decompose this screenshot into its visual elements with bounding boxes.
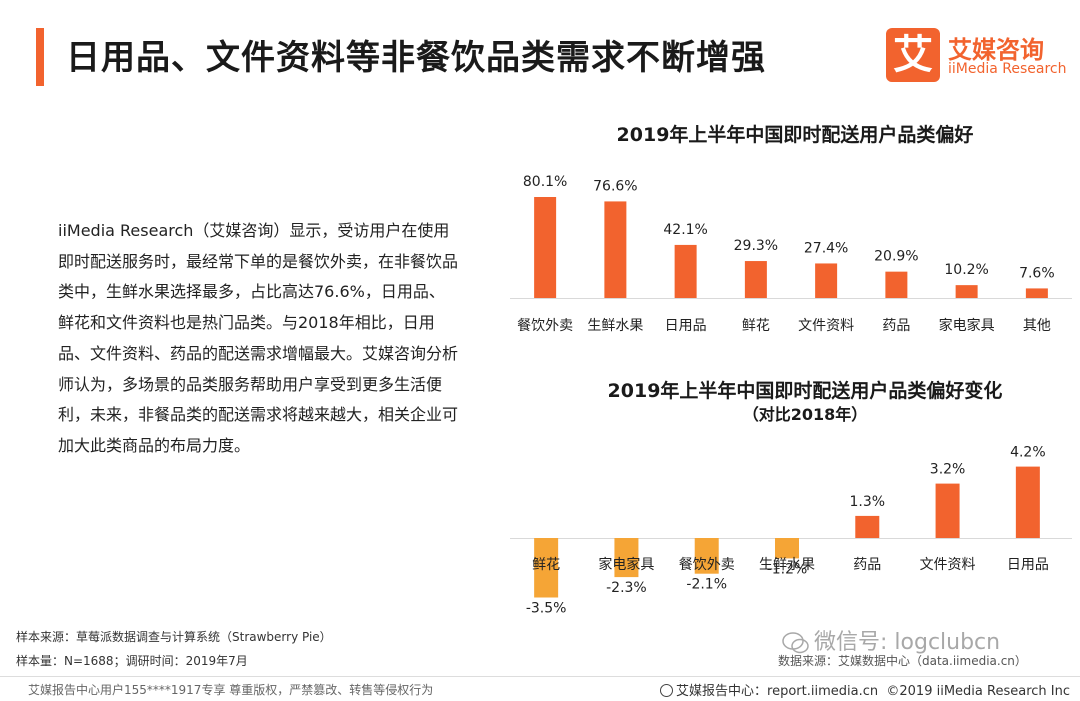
chart2-bar: [935, 483, 960, 538]
chart1-value-label: 20.9%: [874, 249, 918, 265]
chart2-bar: [534, 538, 559, 598]
wechat-watermark: 微信号: logclubcn: [782, 624, 1000, 656]
sample-source: 样本来源：草莓派数据调查与计算系统（Strawberry Pie）: [16, 630, 332, 644]
chart1-bar: [534, 197, 557, 298]
chart2-category-label: 文件资料: [920, 557, 976, 573]
chart2-value-label: -2.1%: [686, 577, 727, 593]
chart1-bar: [1025, 288, 1048, 298]
chart1-value-label: 27.4%: [804, 240, 848, 256]
chart1-bar: [674, 244, 697, 298]
chart1-value-label: 7.6%: [1019, 265, 1055, 281]
chart1-bar: [955, 285, 978, 298]
chart1-category-label: 文件资料: [798, 318, 854, 334]
sample-size: 样本量：N=1688；调研时间：2019年7月: [16, 654, 248, 668]
chart2-bar: [694, 538, 719, 574]
chart1-value-label: 10.2%: [944, 262, 988, 278]
logo-mark: 艾: [886, 28, 940, 82]
chart1-category-label: 餐饮外卖: [517, 318, 573, 334]
footer-divider: [0, 676, 1080, 677]
chart2-category-label: 鲜花: [532, 557, 560, 573]
chart1-title: 2019年上半年中国即时配送用户品类偏好: [616, 124, 974, 146]
chart1-value-label: 42.1%: [663, 222, 707, 238]
chart2-bar: [855, 515, 880, 538]
chart2-category-label: 日用品: [1007, 557, 1049, 573]
chart2-bar: [614, 538, 639, 578]
wechat-icon: [782, 632, 809, 654]
chart1-value-label: 80.1%: [523, 174, 567, 190]
chart2-value-label: 4.2%: [1010, 445, 1046, 461]
title-accent-bar: [36, 28, 44, 86]
page-title: 日用品、文件资料等非餐饮品类需求不断增强: [66, 38, 766, 78]
chart1-bar: [815, 263, 838, 298]
chart1-category-label: 药品: [882, 318, 910, 334]
chart2-title: 2019年上半年中国即时配送用户品类偏好变化: [607, 380, 1003, 402]
logo-cn-text: 艾媒咨询: [948, 36, 1044, 64]
chart1-category-label: 鲜花: [742, 318, 770, 334]
chart2-value-label: -1.2%: [767, 561, 808, 577]
globe-icon: [660, 684, 674, 697]
report-center-link[interactable]: 艾媒报告中心：report.iimedia.cn: [676, 684, 879, 699]
chart2-category-label: 药品: [853, 557, 881, 573]
iimedia-logo: 艾 艾媒咨询 iiMedia Research: [886, 28, 1067, 82]
intro-paragraph: iiMedia Research（艾媒咨询）显示，受访用户在使用即时配送服务时，…: [58, 216, 458, 462]
intro-text: iiMedia Research（艾媒咨询）显示，受访用户在使用即时配送服务时，…: [58, 221, 459, 455]
copyright-notice: 艾媒报告中心用户155****1917专享 尊重版权，严禁篡改、转售等侵权行为: [28, 683, 434, 697]
chart2-value-label: 1.3%: [849, 494, 885, 510]
chart2-bar: [1015, 466, 1040, 538]
data-source: 数据来源：艾媒数据中心（data.iimedia.cn）: [778, 654, 1027, 668]
chart2-value-label: -3.5%: [526, 601, 567, 617]
chart1-category-label: 日用品: [665, 318, 707, 334]
chart1-value-label: 29.3%: [734, 238, 778, 254]
watermark-text: 微信号: logclubcn: [814, 630, 1001, 655]
chart2-subtitle: （对比2018年）: [742, 405, 868, 424]
footer-right: 艾媒报告中心：report.iimedia.cn ©2019 iiMedia R…: [660, 680, 1070, 699]
chart1-category-label: 生鲜水果: [587, 318, 643, 334]
chart1-bar: [604, 201, 627, 298]
chart2-value-label: -2.3%: [606, 580, 647, 596]
chart1-category-label: 家电家具: [939, 317, 995, 334]
logo-en-text: iiMedia Research: [948, 61, 1067, 77]
chart2-category-label: 家电家具: [598, 556, 654, 573]
chart2-value-label: 3.2%: [930, 462, 966, 478]
copyright-text: ©2019 iiMedia Research Inc: [886, 684, 1070, 699]
chart1-value-label: 76.6%: [593, 178, 637, 194]
chart2-category-label: 生鲜水果: [759, 557, 815, 573]
chart1-bar: [885, 271, 908, 298]
chart1-bar: [744, 261, 767, 298]
chart2-bar: [775, 538, 799, 559]
chart1-category-label: 其他: [1023, 318, 1051, 334]
chart2-category-label: 餐饮外卖: [679, 557, 735, 573]
